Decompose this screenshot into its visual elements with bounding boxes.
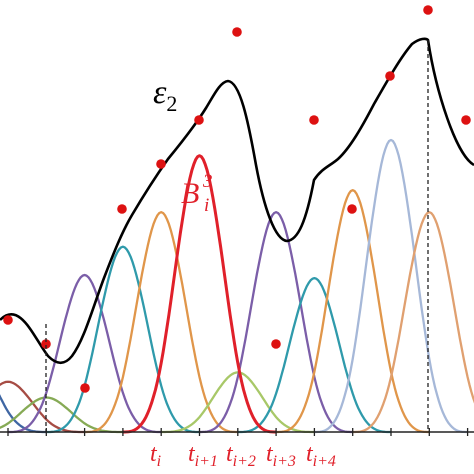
control-point — [271, 339, 281, 349]
knot-label-ti1: ti+1 — [188, 441, 218, 470]
basis-function — [85, 212, 238, 432]
knot-label-ti3: ti+3 — [266, 441, 296, 470]
basis-functions — [0, 140, 474, 432]
basis-subscript: i — [204, 195, 209, 216]
control-point — [117, 204, 127, 214]
control-point — [461, 115, 471, 125]
basis-function — [200, 212, 353, 432]
basis-function — [46, 247, 199, 432]
basis-function — [314, 140, 467, 432]
basis-function — [238, 278, 391, 432]
control-point — [385, 71, 395, 81]
basis-label: B 3 i — [181, 171, 213, 216]
control-point — [156, 159, 166, 169]
basis-function — [0, 398, 123, 433]
control-point — [423, 5, 433, 15]
basis-function — [0, 382, 85, 432]
control-point — [194, 115, 204, 125]
control-point — [3, 315, 13, 325]
knot-label-ti4: ti+4 — [306, 441, 336, 470]
basis-superscript: 3 — [202, 171, 213, 192]
knot-labels: ti ti+1 ti+2 ti+3 ti+4 — [150, 441, 336, 470]
control-point — [347, 204, 357, 214]
control-point — [80, 383, 90, 393]
basis-symbol: B — [181, 177, 199, 210]
curve-symbol: ε — [153, 74, 167, 111]
control-points — [3, 5, 471, 393]
curve-label: ε2 — [153, 74, 177, 116]
curve-subscript: 2 — [166, 91, 177, 116]
control-point — [309, 115, 319, 125]
control-point — [232, 27, 242, 37]
knot-label-ti2: ti+2 — [226, 441, 256, 470]
knot-label-ti: ti — [150, 441, 161, 470]
